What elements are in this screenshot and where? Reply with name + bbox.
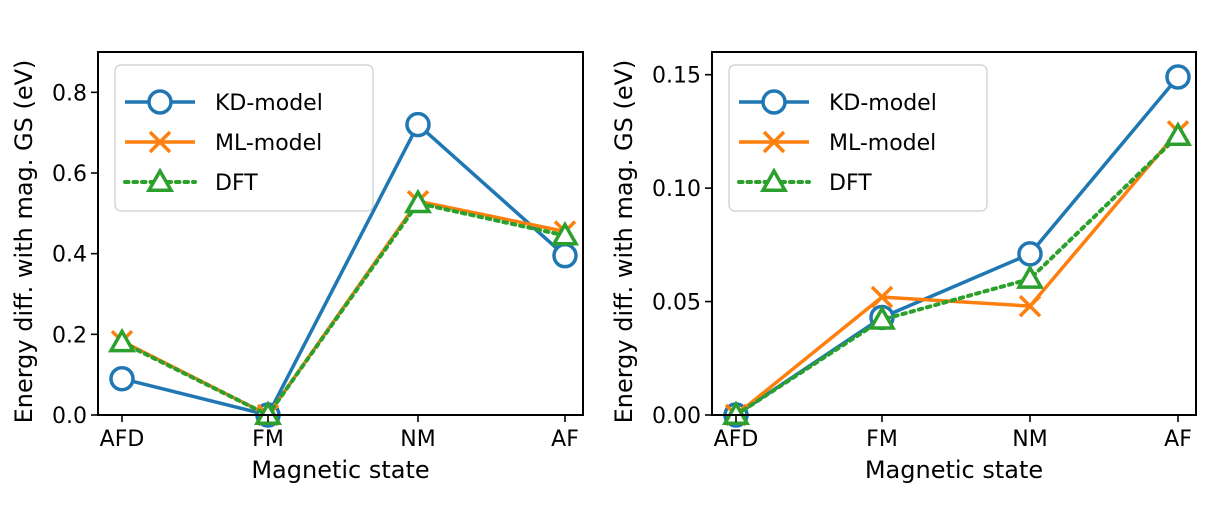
data-point-dft-1 [867, 305, 897, 330]
series-line-dft [120, 201, 567, 417]
data-point-kd-2 [1017, 241, 1043, 267]
chart-panel-1: 0.0 0.2 0.4 0.6 0.8 AFD FM NM AF Magnetic state En… [10, 51, 584, 484]
series-line-ml [734, 130, 1180, 417]
y-tick-label: 0.8 [52, 81, 87, 106]
plot-frame [711, 51, 1197, 416]
y-tick-label: 0.00 [652, 404, 701, 429]
y-tick-label: 0.05 [652, 291, 701, 316]
legend-marker-kd [761, 89, 787, 115]
series-line-dft [734, 133, 1180, 417]
legend: KD-model ML-model DFT [728, 64, 988, 212]
data-point-ml-2 [1018, 294, 1042, 318]
legend-label-kd: KD-model [829, 91, 937, 116]
data-point-kd-0 [109, 365, 135, 392]
y-tick-label: 0.2 [52, 323, 87, 348]
data-point-kd-3 [552, 242, 578, 269]
y-tick-label: 0.15 [652, 64, 701, 89]
legend-marker-ml [762, 130, 786, 154]
x-tick-label: NM [400, 427, 435, 452]
chart-panel-2: 0.00 0.05 0.10 0.15 AFD FM NM AF Magnetic state E… [610, 51, 1197, 484]
y-tick-label: 0.6 [52, 162, 87, 187]
data-point-dft-2 [403, 188, 433, 214]
x-axis-label: Magnetic state [865, 456, 1043, 484]
data-point-dft-3 [1163, 121, 1193, 146]
x-tick-label: FM [252, 427, 284, 452]
legend-label-ml: ML-model [829, 131, 936, 156]
legend-label-dft: DFT [215, 171, 258, 196]
y-tick-label: 0.0 [52, 404, 87, 429]
data-point-kd-2 [405, 111, 431, 138]
y-tick-label: 0.4 [52, 243, 87, 268]
data-point-kd-3 [1165, 64, 1191, 90]
data-point-dft-0 [721, 400, 751, 425]
y-tick-label: 0.10 [652, 177, 701, 202]
legend-marker-dft [759, 167, 789, 192]
legend: KD-model ML-model DFT [114, 64, 374, 212]
plot-frame [97, 51, 584, 416]
legend-label-kd: KD-model [215, 91, 323, 116]
x-tick-label: NM [1012, 427, 1047, 452]
data-point-dft-2 [1015, 264, 1045, 289]
x-tick-label: AFD [714, 427, 759, 452]
legend-marker-kd [147, 89, 173, 115]
data-point-dft-3 [550, 220, 580, 246]
legend-label-dft: DFT [829, 171, 872, 196]
series-line-kd [121, 122, 567, 417]
x-axis-label: Magnetic state [251, 456, 429, 484]
x-tick-label: FM [866, 427, 898, 452]
x-tick-label: AF [1164, 427, 1192, 452]
y-axis-label: Energy diff. with mag. GS (eV) [10, 60, 38, 424]
legend-marker-dft [145, 167, 175, 192]
y-axis-label: Energy diff. with mag. GS (eV) [610, 60, 638, 424]
x-tick-label: AFD [100, 427, 145, 452]
data-point-dft-0 [107, 327, 137, 353]
x-tick-label: AF [551, 427, 579, 452]
data-point-ml-1 [870, 285, 894, 309]
data-point-dft-1 [253, 400, 283, 425]
legend-marker-ml [148, 130, 172, 154]
legend-label-ml: ML-model [215, 131, 322, 156]
